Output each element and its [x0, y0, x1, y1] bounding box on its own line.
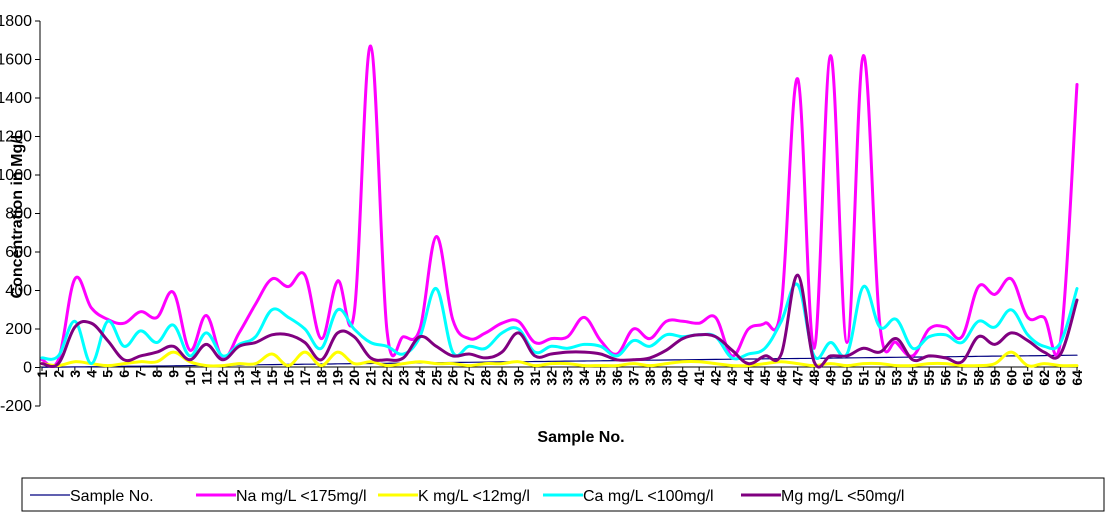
x-tick-label: 45 [757, 370, 773, 386]
x-tick-label: 23 [395, 370, 411, 386]
x-tick-label: 31 [527, 370, 543, 386]
x-tick-label: 38 [642, 370, 658, 386]
x-tick-label: 52 [872, 370, 888, 386]
x-tick-label: 28 [478, 370, 494, 386]
series-line-1 [40, 44, 1079, 368]
legend-label: K mg/L <12mg/l [418, 488, 530, 505]
x-tick-label: 16 [280, 370, 296, 386]
x-tick-label: 9 [165, 370, 181, 378]
x-tick-label: 44 [740, 370, 756, 386]
x-tick-label: 58 [970, 370, 986, 386]
x-tick-label: 63 [1053, 370, 1069, 386]
series-line-2 [40, 350, 1079, 368]
x-tick-label: 39 [658, 370, 674, 386]
y-tick-label: 200 [5, 321, 32, 338]
x-tick-label: 14 [248, 370, 264, 386]
x-tick-label: 51 [855, 370, 871, 386]
x-tick-label: 1 [34, 370, 50, 378]
series-lines [40, 44, 1079, 369]
x-tick-label: 15 [264, 370, 280, 386]
x-tick-label: 8 [149, 370, 165, 378]
x-tick-label: 35 [593, 370, 609, 386]
x-tick-label: 17 [297, 370, 313, 386]
y-tick-label: 0 [23, 360, 32, 377]
legend: Sample No. Na mg/L <175mg/l K mg/L <12mg/l… [30, 488, 904, 505]
x-tick-label: 55 [921, 370, 937, 386]
x-tick-label: 20 [346, 370, 362, 386]
x-tick-label: 62 [1036, 370, 1052, 386]
legend-label: Sample No. [70, 488, 154, 505]
x-tick-label: 21 [363, 370, 379, 386]
x-tick-label: 48 [806, 370, 822, 386]
x-tick-label: 36 [609, 370, 625, 386]
x-axis: 1 2 3 4 5 6 7 8 9 10 11 12 13 14 15 16 17 18 19 20 21 22 23 24 2… [34, 366, 1085, 386]
x-tick-label: 57 [954, 370, 970, 386]
x-tick-label: 26 [445, 370, 461, 386]
y-tick-label: 400 [5, 283, 32, 300]
x-tick-label: 64 [1069, 370, 1085, 386]
x-tick-label: 59 [987, 370, 1003, 386]
x-tick-label: 32 [543, 370, 559, 386]
y-tick-label: 800 [5, 206, 32, 223]
x-tick-label: 27 [461, 370, 477, 386]
y-tick-label: 1800 [0, 13, 32, 30]
y-tick-label: 1600 [0, 52, 32, 69]
x-tick-label: 61 [1020, 370, 1036, 386]
x-axis-title: Sample No. [537, 429, 624, 446]
series-line-4 [40, 273, 1079, 369]
x-tick-label: 60 [1003, 370, 1019, 386]
x-tick-label: 40 [675, 370, 691, 386]
x-tick-label: 3 [67, 370, 83, 378]
x-tick-label: 7 [133, 370, 149, 378]
x-tick-label: 6 [116, 370, 132, 378]
x-tick-label: 25 [428, 370, 444, 386]
legend-label: Na mg/L <175mg/l [236, 488, 367, 505]
legend-label: Mg mg/L <50mg/l [781, 488, 904, 505]
x-tick-label: 49 [823, 370, 839, 386]
x-tick-label: 11 [198, 370, 214, 385]
y-tick-label: 1400 [0, 90, 32, 107]
y-tick-label: 600 [5, 244, 32, 261]
x-tick-label: 13 [231, 370, 247, 386]
legend-box [21, 477, 1105, 512]
y-axis-title: Concentration in Mg/L [9, 129, 26, 298]
x-tick-label: 37 [625, 370, 641, 386]
x-tick-label: 34 [576, 370, 592, 386]
x-tick-label: 30 [510, 370, 526, 386]
x-tick-label: 2 [50, 370, 66, 378]
x-tick-label: 54 [905, 370, 921, 386]
legend-label: Ca mg/L <100mg/l [583, 488, 714, 505]
x-tick-label: 22 [379, 370, 395, 386]
x-tick-label: 19 [330, 370, 346, 386]
x-tick-label: 56 [938, 370, 954, 386]
x-tick-label: 33 [560, 370, 576, 386]
x-tick-label: 43 [724, 370, 740, 386]
x-tick-label: 41 [691, 370, 707, 386]
y-axis: -200 0 200 400 600 800 1000 1200 1400 1600 1800 [0, 13, 41, 415]
x-tick-label: 29 [494, 370, 510, 386]
series-line-3 [40, 282, 1079, 366]
x-tick-label: 47 [790, 370, 806, 386]
y-tick-label: 1200 [0, 129, 32, 146]
x-tick-label: 4 [83, 370, 99, 378]
x-tick-label: 5 [100, 370, 116, 378]
y-tick-label: -200 [0, 398, 32, 415]
x-tick-label: 46 [773, 370, 789, 386]
x-tick-label: 50 [839, 370, 855, 386]
x-tick-label: 42 [708, 370, 724, 386]
x-tick-label: 24 [412, 370, 428, 386]
y-tick-label: 1000 [0, 167, 32, 184]
x-tick-label: 18 [313, 370, 329, 386]
x-tick-label: 12 [215, 370, 231, 386]
x-tick-label: 10 [182, 370, 198, 386]
x-tick-label: 53 [888, 370, 904, 386]
